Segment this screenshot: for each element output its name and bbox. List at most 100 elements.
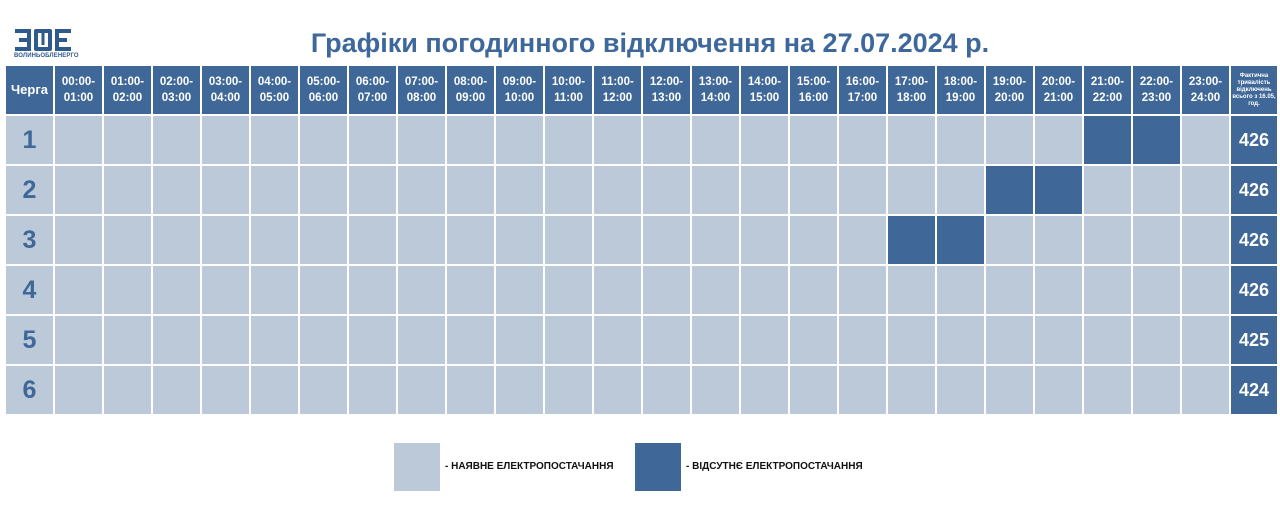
power-on-cell — [986, 216, 1033, 264]
power-on-cell — [447, 166, 494, 214]
company-logo: ВОЛИНЬОБЛЕНЕРГО — [14, 28, 79, 62]
power-on-cell — [300, 166, 347, 214]
total-duration-header: Фактична тривалість відключень всього з … — [1231, 66, 1277, 114]
power-on-cell — [594, 316, 641, 364]
power-on-cell — [202, 166, 249, 214]
power-on-cell — [300, 316, 347, 364]
queue-number: 6 — [6, 366, 53, 414]
hour-header: 15:00- 16:00 — [790, 66, 837, 114]
power-on-cell — [202, 316, 249, 364]
power-on-cell — [839, 316, 886, 364]
power-on-cell — [55, 116, 102, 164]
hour-header: 04:00- 05:00 — [251, 66, 298, 114]
power-on-cell — [1035, 266, 1082, 314]
legend-swatch-available — [394, 443, 440, 491]
power-on-cell — [1035, 316, 1082, 364]
power-on-cell — [349, 366, 396, 414]
power-on-cell — [251, 116, 298, 164]
power-on-cell — [1035, 216, 1082, 264]
power-on-cell — [104, 366, 151, 414]
power-on-cell — [153, 316, 200, 364]
power-on-cell — [153, 266, 200, 314]
power-on-cell — [398, 366, 445, 414]
power-on-cell — [349, 166, 396, 214]
power-on-cell — [594, 166, 641, 214]
power-on-cell — [202, 366, 249, 414]
power-on-cell — [104, 116, 151, 164]
power-on-cell — [300, 366, 347, 414]
power-on-cell — [692, 166, 739, 214]
power-on-cell — [1182, 116, 1229, 164]
hour-header: 21:00- 22:00 — [1084, 66, 1131, 114]
power-on-cell — [496, 216, 543, 264]
hour-header: 16:00- 17:00 — [839, 66, 886, 114]
logo-text: ВОЛИНЬОБЛЕНЕРГО — [14, 53, 79, 59]
queue-number: 3 — [6, 216, 53, 264]
power-on-cell — [692, 266, 739, 314]
power-on-cell — [888, 116, 935, 164]
queue-number: 1 — [6, 116, 53, 164]
power-on-cell — [937, 366, 984, 414]
power-on-cell — [643, 366, 690, 414]
power-on-cell — [202, 116, 249, 164]
power-on-cell — [1133, 266, 1180, 314]
hour-header: 13:00- 14:00 — [692, 66, 739, 114]
power-on-cell — [986, 266, 1033, 314]
power-on-cell — [839, 216, 886, 264]
power-on-cell — [1182, 366, 1229, 414]
power-on-cell — [986, 366, 1033, 414]
power-on-cell — [545, 366, 592, 414]
power-on-cell — [692, 366, 739, 414]
legend-label-absent: - ВІДСУТНЄ ЕЛЕКТРОПОСТАЧАННЯ — [686, 461, 863, 472]
power-on-cell — [55, 366, 102, 414]
power-on-cell — [594, 366, 641, 414]
power-on-cell — [643, 166, 690, 214]
hour-header: 23:00- 24:00 — [1182, 66, 1229, 114]
total-duration-value: 426 — [1231, 166, 1277, 214]
power-on-cell — [251, 266, 298, 314]
power-on-cell — [1133, 366, 1180, 414]
power-on-cell — [496, 166, 543, 214]
power-on-cell — [839, 166, 886, 214]
power-on-cell — [545, 166, 592, 214]
power-on-cell — [545, 266, 592, 314]
power-on-cell — [153, 366, 200, 414]
power-on-cell — [1133, 316, 1180, 364]
power-on-cell — [55, 216, 102, 264]
power-off-cell — [937, 216, 984, 264]
power-on-cell — [790, 166, 837, 214]
power-on-cell — [447, 366, 494, 414]
power-on-cell — [55, 266, 102, 314]
power-on-cell — [692, 316, 739, 364]
power-on-cell — [888, 166, 935, 214]
power-on-cell — [398, 316, 445, 364]
power-on-cell — [594, 216, 641, 264]
power-on-cell — [741, 316, 788, 364]
power-on-cell — [153, 216, 200, 264]
legend-label-available: - НАЯВНЕ ЕЛЕКТРОПОСТАЧАННЯ — [445, 461, 614, 472]
power-on-cell — [594, 266, 641, 314]
power-on-cell — [104, 166, 151, 214]
power-off-cell — [1035, 166, 1082, 214]
power-on-cell — [545, 316, 592, 364]
power-on-cell — [398, 116, 445, 164]
hour-header: 02:00- 03:00 — [153, 66, 200, 114]
queue-number: 5 — [6, 316, 53, 364]
power-on-cell — [545, 216, 592, 264]
outage-schedule-table: Черга 00:00- 01:00 01:00- 02:00 02:00- 03:0… — [6, 66, 1277, 414]
power-on-cell — [741, 366, 788, 414]
hour-header: 03:00- 04:00 — [202, 66, 249, 114]
power-on-cell — [104, 216, 151, 264]
power-on-cell — [986, 116, 1033, 164]
power-on-cell — [398, 166, 445, 214]
total-duration-value: 426 — [1231, 266, 1277, 314]
power-off-cell — [986, 166, 1033, 214]
hour-header: 10:00- 11:00 — [545, 66, 592, 114]
power-on-cell — [349, 216, 396, 264]
power-on-cell — [1084, 266, 1131, 314]
power-on-cell — [55, 316, 102, 364]
power-on-cell — [300, 266, 347, 314]
power-on-cell — [1084, 316, 1131, 364]
power-off-cell — [888, 216, 935, 264]
hour-header: 22:00- 23:00 — [1133, 66, 1180, 114]
